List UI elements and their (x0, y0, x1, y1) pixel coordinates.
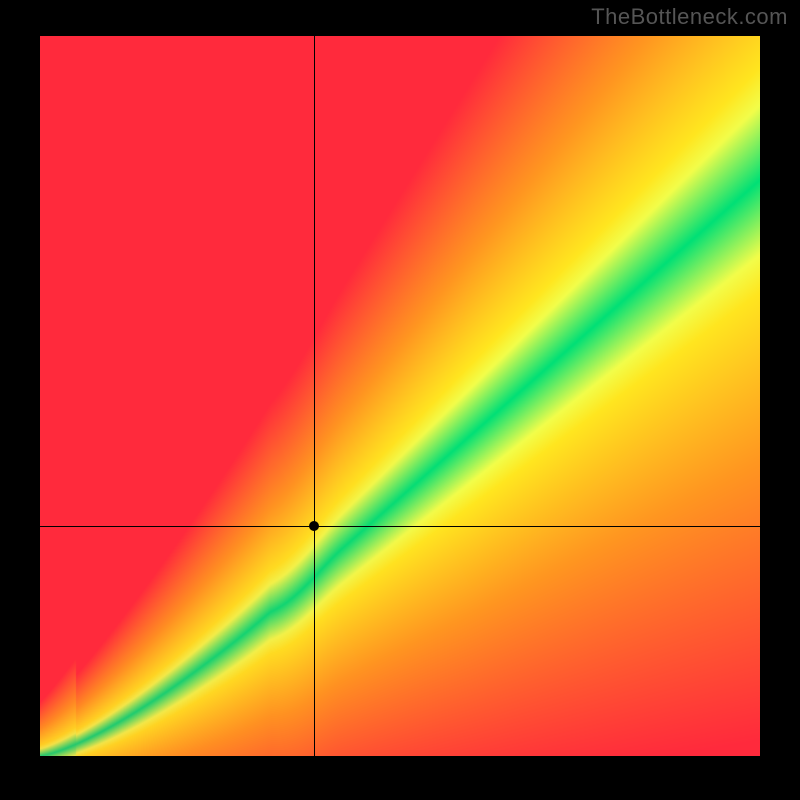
plot-frame (40, 36, 760, 756)
heatmap-canvas (40, 36, 760, 756)
watermark-text: TheBottleneck.com (591, 4, 788, 30)
chart-container: TheBottleneck.com (0, 0, 800, 800)
